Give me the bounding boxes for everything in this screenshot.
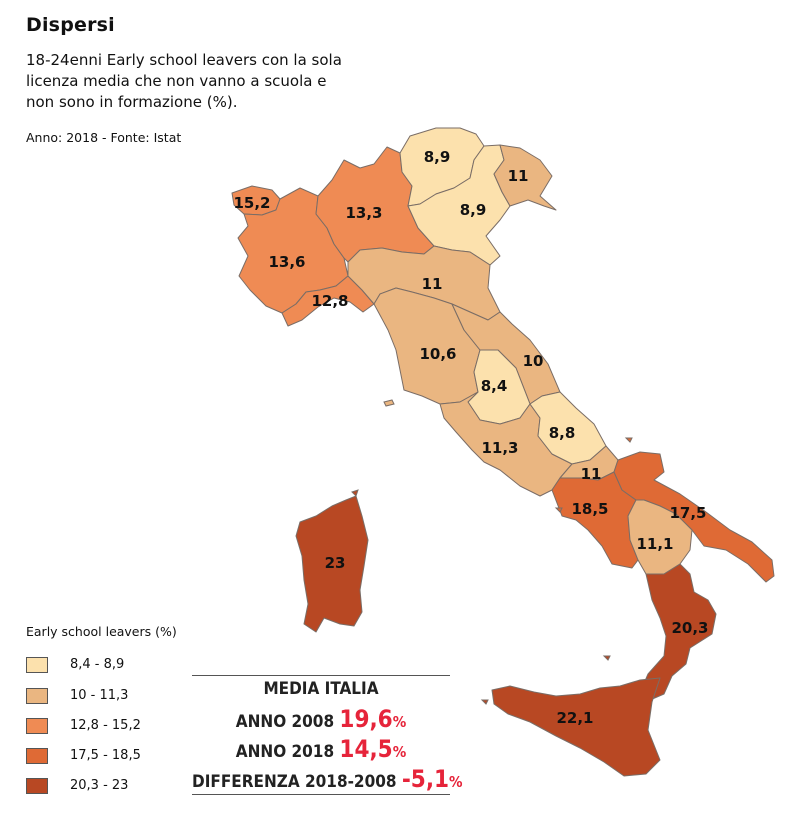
label-basilicata: 11,1 <box>636 535 673 553</box>
legend-label: 12,8 - 15,2 <box>70 718 141 733</box>
label-emilia-romagna: 11 <box>422 275 443 293</box>
diff-label: DIFFERENZA 2018-2008 <box>192 772 397 792</box>
row-2008-label: ANNO 2008 <box>235 712 335 732</box>
row-2018-percent: % <box>392 743 407 761</box>
diff-value: -5,1 <box>401 765 450 793</box>
island-elba <box>383 399 395 407</box>
label-puglia: 17,5 <box>669 504 706 522</box>
legend-label: 8,4 - 8,9 <box>70 657 125 672</box>
region-friuli <box>493 144 557 211</box>
label-calabria: 20,3 <box>671 619 708 637</box>
label-valle-d-aosta: 15,2 <box>233 194 270 212</box>
island-egadi <box>480 699 489 705</box>
legend-title: Early school leavers (%) <box>26 624 177 639</box>
media-row-diff: DIFFERENZA 2018-2008 -5,1% <box>192 765 463 793</box>
source-note: Anno: 2018 - Fonte: Istat <box>26 130 182 145</box>
legend-label: 20,3 - 23 <box>70 778 129 793</box>
label-marche: 10 <box>523 352 544 370</box>
region-calabria <box>641 563 717 701</box>
legend-swatch <box>26 718 48 734</box>
legend-label: 17,5 - 18,5 <box>70 748 141 763</box>
media-heading: MEDIA ITALIA <box>263 679 379 699</box>
island-tremiti <box>624 437 633 443</box>
row-2008-percent: % <box>392 713 407 731</box>
label-campania: 18,5 <box>571 500 608 518</box>
diff-percent: % <box>449 773 463 791</box>
label-lazio: 11,3 <box>481 439 518 457</box>
row-2018-value: 14,5 <box>339 735 393 763</box>
label-friuli: 11 <box>508 167 529 185</box>
label-piemonte: 13,6 <box>268 253 305 271</box>
label-umbria: 8,4 <box>481 377 508 395</box>
label-liguria: 12,8 <box>311 292 348 310</box>
island-capri <box>554 507 563 513</box>
island-eolie <box>602 655 611 661</box>
label-abruzzo: 8,8 <box>549 424 576 442</box>
legend-swatch <box>26 778 48 794</box>
island-maddalena <box>351 489 359 497</box>
label-veneto: 8,9 <box>460 201 487 219</box>
legend-label: 10 - 11,3 <box>70 688 129 703</box>
region-sardegna <box>295 495 369 633</box>
label-sicilia: 22,1 <box>556 709 593 727</box>
label-lombardia: 13,3 <box>345 204 382 222</box>
legend-swatch <box>26 748 48 764</box>
top-rule <box>192 675 450 676</box>
media-row-2008: ANNO 2008 19,6% <box>192 705 450 733</box>
row-2008-value: 19,6 <box>339 705 393 733</box>
map-title: Dispersi <box>26 14 115 36</box>
label-toscana: 10,6 <box>419 345 456 363</box>
bottom-rule <box>192 794 450 795</box>
legend-swatch <box>26 688 48 704</box>
media-row-2018: ANNO 2018 14,5% <box>192 735 450 763</box>
region-sicilia <box>491 677 661 777</box>
row-2018-label: ANNO 2018 <box>235 742 335 762</box>
media-italia-box: MEDIA ITALIA ANNO 2008 19,6% ANNO 2018 1… <box>192 675 463 795</box>
label-molise: 11 <box>581 465 602 483</box>
label-sardegna: 23 <box>325 554 346 572</box>
legend-swatch <box>26 657 48 673</box>
label-trentino: 8,9 <box>424 148 451 166</box>
map-subtitle: 18-24enni Early school leavers con la so… <box>26 51 342 111</box>
